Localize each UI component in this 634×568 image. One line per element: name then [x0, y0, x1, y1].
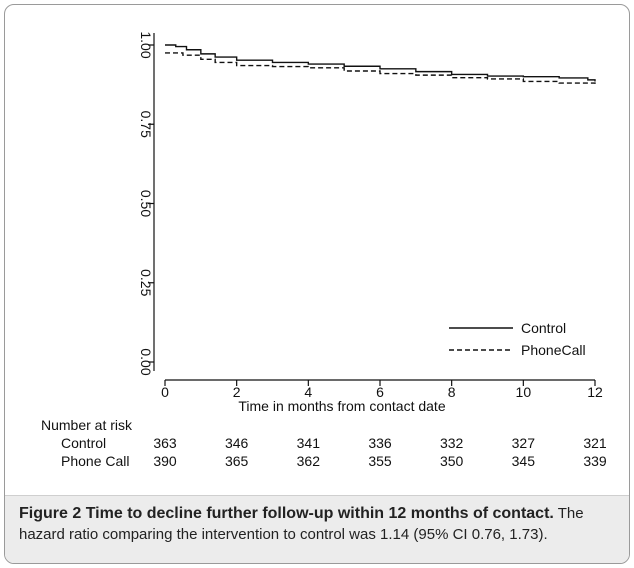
series-line-control	[165, 44, 596, 82]
y-tick-label: 0.00	[138, 348, 154, 375]
figure-panel: 0.00 0.25 0.50 0.75 1.00 0 2 4 6 8 10 12 Time in m…	[4, 4, 630, 564]
caption-heading: Figure 2 Time to decline further follow-…	[19, 505, 554, 522]
risk-table-title: Number at risk	[41, 417, 133, 433]
x-ticks: 0 2 4 6 8 10 12	[161, 380, 603, 400]
risk-row-label: Phone Call	[61, 453, 130, 469]
x-tick-label: 2	[233, 384, 241, 400]
x-tick-label: 12	[587, 384, 603, 400]
y-tick-label: 0.25	[138, 269, 154, 296]
risk-value: 362	[297, 453, 321, 469]
y-tick-label: 0.50	[138, 190, 154, 217]
y-ticks: 0.00 0.25 0.50 0.75 1.00	[138, 31, 154, 376]
caption-label: Figure 2	[19, 505, 82, 522]
y-tick-label: 0.75	[138, 111, 154, 138]
risk-value: 350	[440, 453, 464, 469]
x-tick-label: 6	[376, 384, 384, 400]
risk-row-label: Control	[61, 435, 106, 451]
legend-label: Control	[521, 320, 566, 336]
figure-caption: Figure 2 Time to decline further follow-…	[19, 503, 619, 545]
legend-label: PhoneCall	[521, 342, 586, 358]
risk-value: 327	[512, 435, 536, 451]
risk-value: 336	[368, 435, 392, 451]
risk-value: 341	[297, 435, 321, 451]
risk-value: 345	[512, 453, 536, 469]
risk-table: Number at risk Control 363 346 341 336 332 327…	[41, 417, 607, 469]
x-tick-label: 10	[516, 384, 532, 400]
caption-box: Figure 2 Time to decline further follow-…	[5, 495, 629, 563]
risk-value: 332	[440, 435, 464, 451]
survival-chart: 0.00 0.25 0.50 0.75 1.00 0 2 4 6 8 10 12 Time in m…	[41, 31, 607, 469]
y-tick-label: 1.00	[138, 31, 154, 58]
x-tick-label: 8	[448, 384, 456, 400]
series-line-phonecall	[165, 52, 596, 87]
caption-title: Time to decline further follow-up within…	[85, 505, 554, 522]
risk-value: 346	[225, 435, 249, 451]
risk-value: 321	[583, 435, 607, 451]
risk-value: 339	[583, 453, 607, 469]
risk-value: 365	[225, 453, 249, 469]
risk-value: 355	[368, 453, 392, 469]
x-tick-label: 4	[304, 384, 312, 400]
x-tick-label: 0	[161, 384, 169, 400]
caption-text: The hazard ratio comparing the intervent…	[19, 505, 584, 543]
series-lines	[165, 44, 596, 87]
x-axis-label: Time in months from contact date	[238, 398, 445, 414]
legend: Control PhoneCall	[449, 320, 586, 358]
risk-value: 390	[153, 453, 177, 469]
risk-value: 363	[153, 435, 177, 451]
